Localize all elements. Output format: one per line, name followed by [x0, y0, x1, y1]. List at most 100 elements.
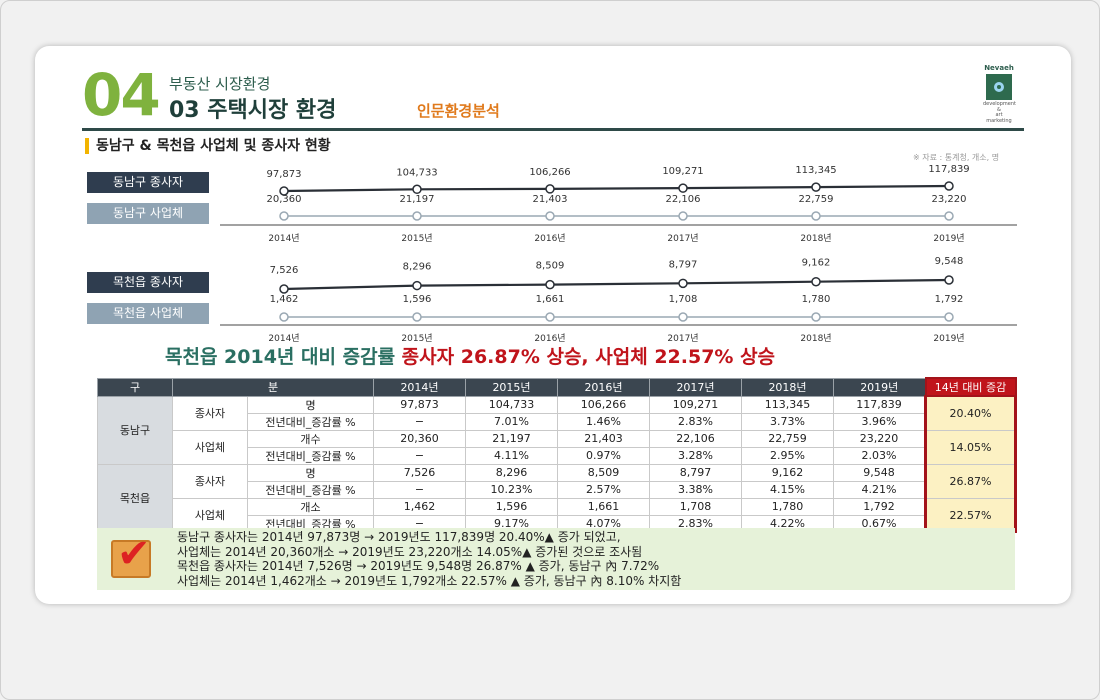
data-point — [678, 312, 688, 322]
data-label: 22,759 — [799, 194, 834, 205]
headline: 목천읍 2014년 대비 증감률 종사자 26.87% 상승, 사업체 22.5… — [165, 342, 775, 369]
data-point — [811, 312, 821, 322]
logo-mark-icon — [986, 74, 1012, 100]
value-cell: 7.01% — [465, 412, 558, 431]
x-tick-label: 2015년 — [401, 233, 432, 244]
summary-lines: 동남구 종사자는 2014년 97,873명 → 2019년도 117,839명… — [177, 530, 681, 588]
series-line — [283, 278, 950, 291]
data-label: 1,462 — [270, 294, 299, 305]
section-title: 동남구 & 목천읍 사업체 및 종사자 현황 — [85, 138, 331, 154]
headline-part-1: 목천읍 2014년 대비 증감률 — [165, 346, 402, 368]
change-cell: 22.57% — [924, 497, 1017, 533]
value-cell: 21,403 — [557, 429, 650, 448]
value-cell: 2.95% — [741, 446, 834, 465]
series-tag-dongnam-businesses: 동남구 사업체 — [87, 203, 209, 224]
data-point — [678, 278, 688, 289]
value-cell: 4.15% — [741, 480, 834, 499]
data-label: 1,780 — [802, 294, 831, 305]
data-label: 8,797 — [669, 259, 698, 270]
data-label: 8,296 — [403, 262, 432, 273]
data-label: 21,197 — [400, 194, 435, 205]
data-point — [545, 211, 555, 221]
x-tick-label: 2016년 — [534, 233, 565, 244]
value-cell: − — [373, 446, 466, 465]
value-cell: 1,708 — [649, 497, 742, 516]
page-title: 03 주택시장 환경 — [169, 98, 337, 123]
data-point — [944, 275, 954, 285]
data-point — [545, 312, 555, 322]
data-point — [678, 183, 688, 193]
data-point — [279, 186, 289, 196]
value-cell: 7,526 — [373, 463, 466, 482]
value-cell: 1,462 — [373, 497, 466, 516]
data-label: 1,792 — [935, 294, 964, 305]
series-line — [283, 184, 950, 193]
x-tick-label: 2015년 — [401, 333, 432, 344]
company-logo: Nevaeh development & art marketing — [983, 64, 1016, 124]
value-cell: 20,360 — [373, 429, 466, 448]
value-cell: 97,873 — [373, 395, 466, 414]
data-label: 1,661 — [536, 294, 565, 305]
value-cell: − — [373, 480, 466, 499]
region-cell: 동남구 — [97, 395, 173, 465]
logo-sub-2: art marketing — [986, 112, 1012, 124]
series-tag-mokcheon-businesses: 목천읍 사업체 — [87, 303, 209, 324]
value-cell: 113,345 — [741, 395, 834, 414]
x-tick-label: 2018년 — [800, 233, 831, 244]
data-point — [412, 184, 422, 195]
data-label: 104,733 — [396, 167, 437, 178]
slide: 04 부동산 시장환경 03 주택시장 환경 인문환경분석 Nevaeh dev… — [35, 46, 1071, 604]
region-cell: 목천읍 — [97, 463, 173, 533]
value-cell: 1.46% — [557, 412, 650, 431]
category-cell: 종사자 — [172, 395, 248, 431]
stats-table: 구 분 2014년 2015년 2016년 2017년 2018년 2019년 … — [97, 377, 1017, 533]
value-cell: 3.73% — [741, 412, 834, 431]
value-cell: 22,759 — [741, 429, 834, 448]
data-point — [412, 211, 422, 221]
data-point — [944, 181, 954, 191]
x-tick-label: 2019년 — [933, 233, 964, 244]
header-2016: 2016년 — [557, 377, 650, 397]
headline-part-2: 종사자 26.87% 상승, 사업체 22.57% 상승 — [401, 346, 776, 368]
data-point — [545, 184, 555, 194]
data-point — [811, 211, 821, 221]
value-cell: 9,162 — [741, 463, 834, 482]
data-label: 9,548 — [935, 256, 964, 267]
line-charts: 2014년 2015년 2016년 2017년 2018년 2019년 97,873 104,… — [220, 164, 1017, 344]
logo-name: Nevaeh — [984, 64, 1014, 72]
data-point — [678, 211, 688, 221]
header-2014: 2014년 — [373, 377, 466, 397]
change-cell: 26.87% — [924, 463, 1017, 499]
page-tag: 인문환경분석 — [417, 102, 500, 120]
x-tick-label: 2018년 — [800, 333, 831, 344]
value-cell: 8,509 — [557, 463, 650, 482]
logo-sub-1: development & — [983, 101, 1016, 113]
data-label: 8,509 — [536, 261, 565, 272]
data-point — [279, 284, 289, 294]
data-point — [412, 312, 422, 322]
source-note: ※ 자료 : 통계청, 개소, 명 — [913, 153, 1000, 162]
unit-cell: 전년대비_증감률 % — [247, 412, 374, 431]
table-row: 전년대비_증감률 % −7.01% 1.46% 2.83% 3.73% 3.96% — [98, 412, 1016, 431]
summary-box: 동남구 종사자는 2014년 97,873명 → 2019년도 117,839명… — [97, 528, 1015, 590]
value-cell: 8,296 — [465, 463, 558, 482]
value-cell: 21,197 — [465, 429, 558, 448]
data-point — [811, 276, 821, 287]
value-cell: 9,548 — [833, 463, 926, 482]
category-cell: 종사자 — [172, 463, 248, 499]
data-point — [545, 279, 555, 290]
series-tag-dongnam-workers: 동남구 종사자 — [87, 172, 209, 193]
value-cell: 8,797 — [649, 463, 742, 482]
x-tick-label: 2017년 — [667, 333, 698, 344]
data-point — [412, 280, 422, 291]
value-cell: 10.23% — [465, 480, 558, 499]
value-cell: 2.03% — [833, 446, 926, 465]
data-point — [944, 312, 954, 322]
section-number: 04 — [82, 61, 161, 129]
change-cell: 14.05% — [924, 429, 1017, 465]
value-cell: − — [373, 412, 466, 431]
title-divider — [82, 128, 1024, 131]
header-2019: 2019년 — [833, 377, 926, 397]
data-point — [279, 211, 289, 221]
